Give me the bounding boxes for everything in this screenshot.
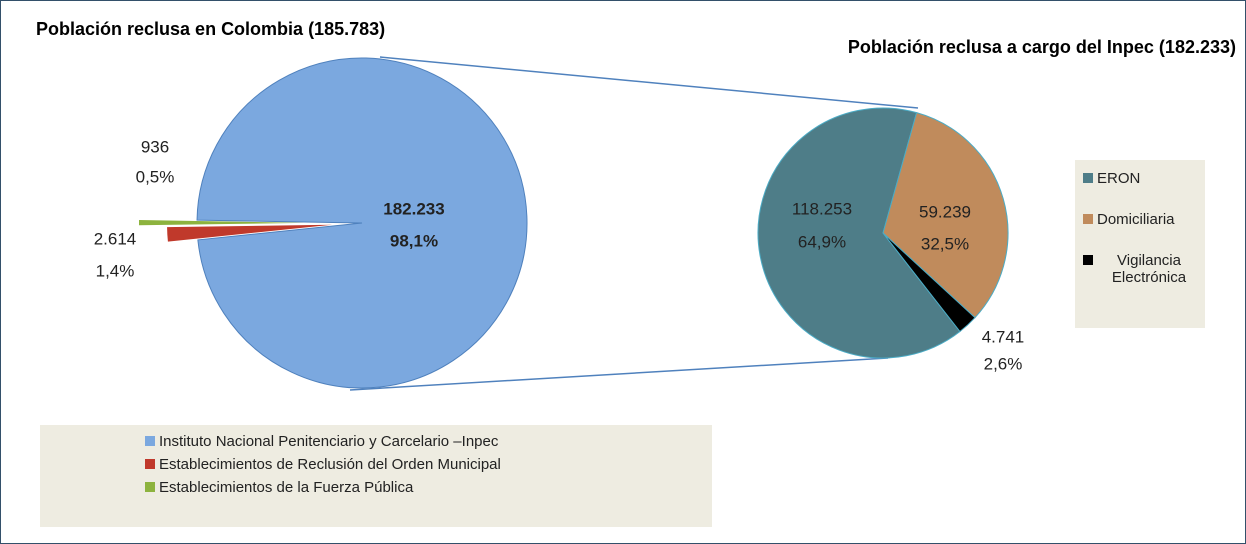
pie-slice: [139, 220, 305, 226]
legend-item: Domiciliaria: [1083, 211, 1201, 228]
value-label: 59.239: [919, 202, 971, 221]
percent-label: 98,1%: [390, 231, 438, 250]
legend-swatch: [145, 482, 155, 492]
legend-swatch: [145, 459, 155, 469]
pie-slice: [757, 107, 961, 359]
value-label: 4.741: [982, 327, 1025, 346]
legend-item: Establecimientos de Reclusión del Orden …: [145, 456, 712, 473]
value-label: 182.233: [383, 199, 444, 218]
value-label: 118.253: [792, 199, 852, 218]
legend-label: ERON: [1097, 170, 1141, 187]
pie-slice: [196, 57, 528, 389]
pie-slice: [167, 224, 333, 242]
value-label: 936: [141, 137, 169, 156]
legend-label: Domiciliaria: [1097, 211, 1175, 228]
legend-label: Instituto Nacional Penitenciario y Carce…: [159, 433, 499, 450]
legend-swatch: [1083, 255, 1093, 265]
legend-swatch: [145, 436, 155, 446]
legend-item: ERON: [1083, 170, 1201, 187]
legend-item: Vigilancia Electrónica: [1083, 252, 1201, 286]
legend-label: Vigilancia Electrónica: [1111, 252, 1187, 286]
legend-label: Establecimientos de Reclusión del Orden …: [159, 456, 501, 473]
pie-slice: [882, 111, 1009, 319]
percent-label: 0,5%: [136, 167, 175, 186]
legend-item: Instituto Nacional Penitenciario y Carce…: [145, 433, 712, 450]
percent-label: 32,5%: [921, 234, 969, 253]
legend-label: Establecimientos de la Fuerza Pública: [159, 479, 414, 496]
percent-label: 1,4%: [96, 261, 135, 280]
chart-title: Población reclusa en Colombia (185.783): [36, 19, 385, 39]
legend-swatch: [1083, 173, 1093, 183]
value-label: 2.614: [94, 229, 137, 248]
percent-label: 2,6%: [984, 354, 1023, 373]
legend-item: Establecimientos de la Fuerza Pública: [145, 479, 712, 496]
pie-slice: [882, 232, 976, 333]
legend: ERON Domiciliaria Vigilancia Electrónica: [1075, 160, 1205, 328]
connector: [349, 357, 889, 391]
chart-title: Población reclusa a cargo del Inpec (182…: [848, 37, 1236, 57]
legend: Instituto Nacional Penitenciario y Carce…: [40, 425, 712, 527]
percent-label: 64,9%: [798, 232, 846, 251]
legend-swatch: [1083, 214, 1093, 224]
connector: [379, 56, 919, 109]
